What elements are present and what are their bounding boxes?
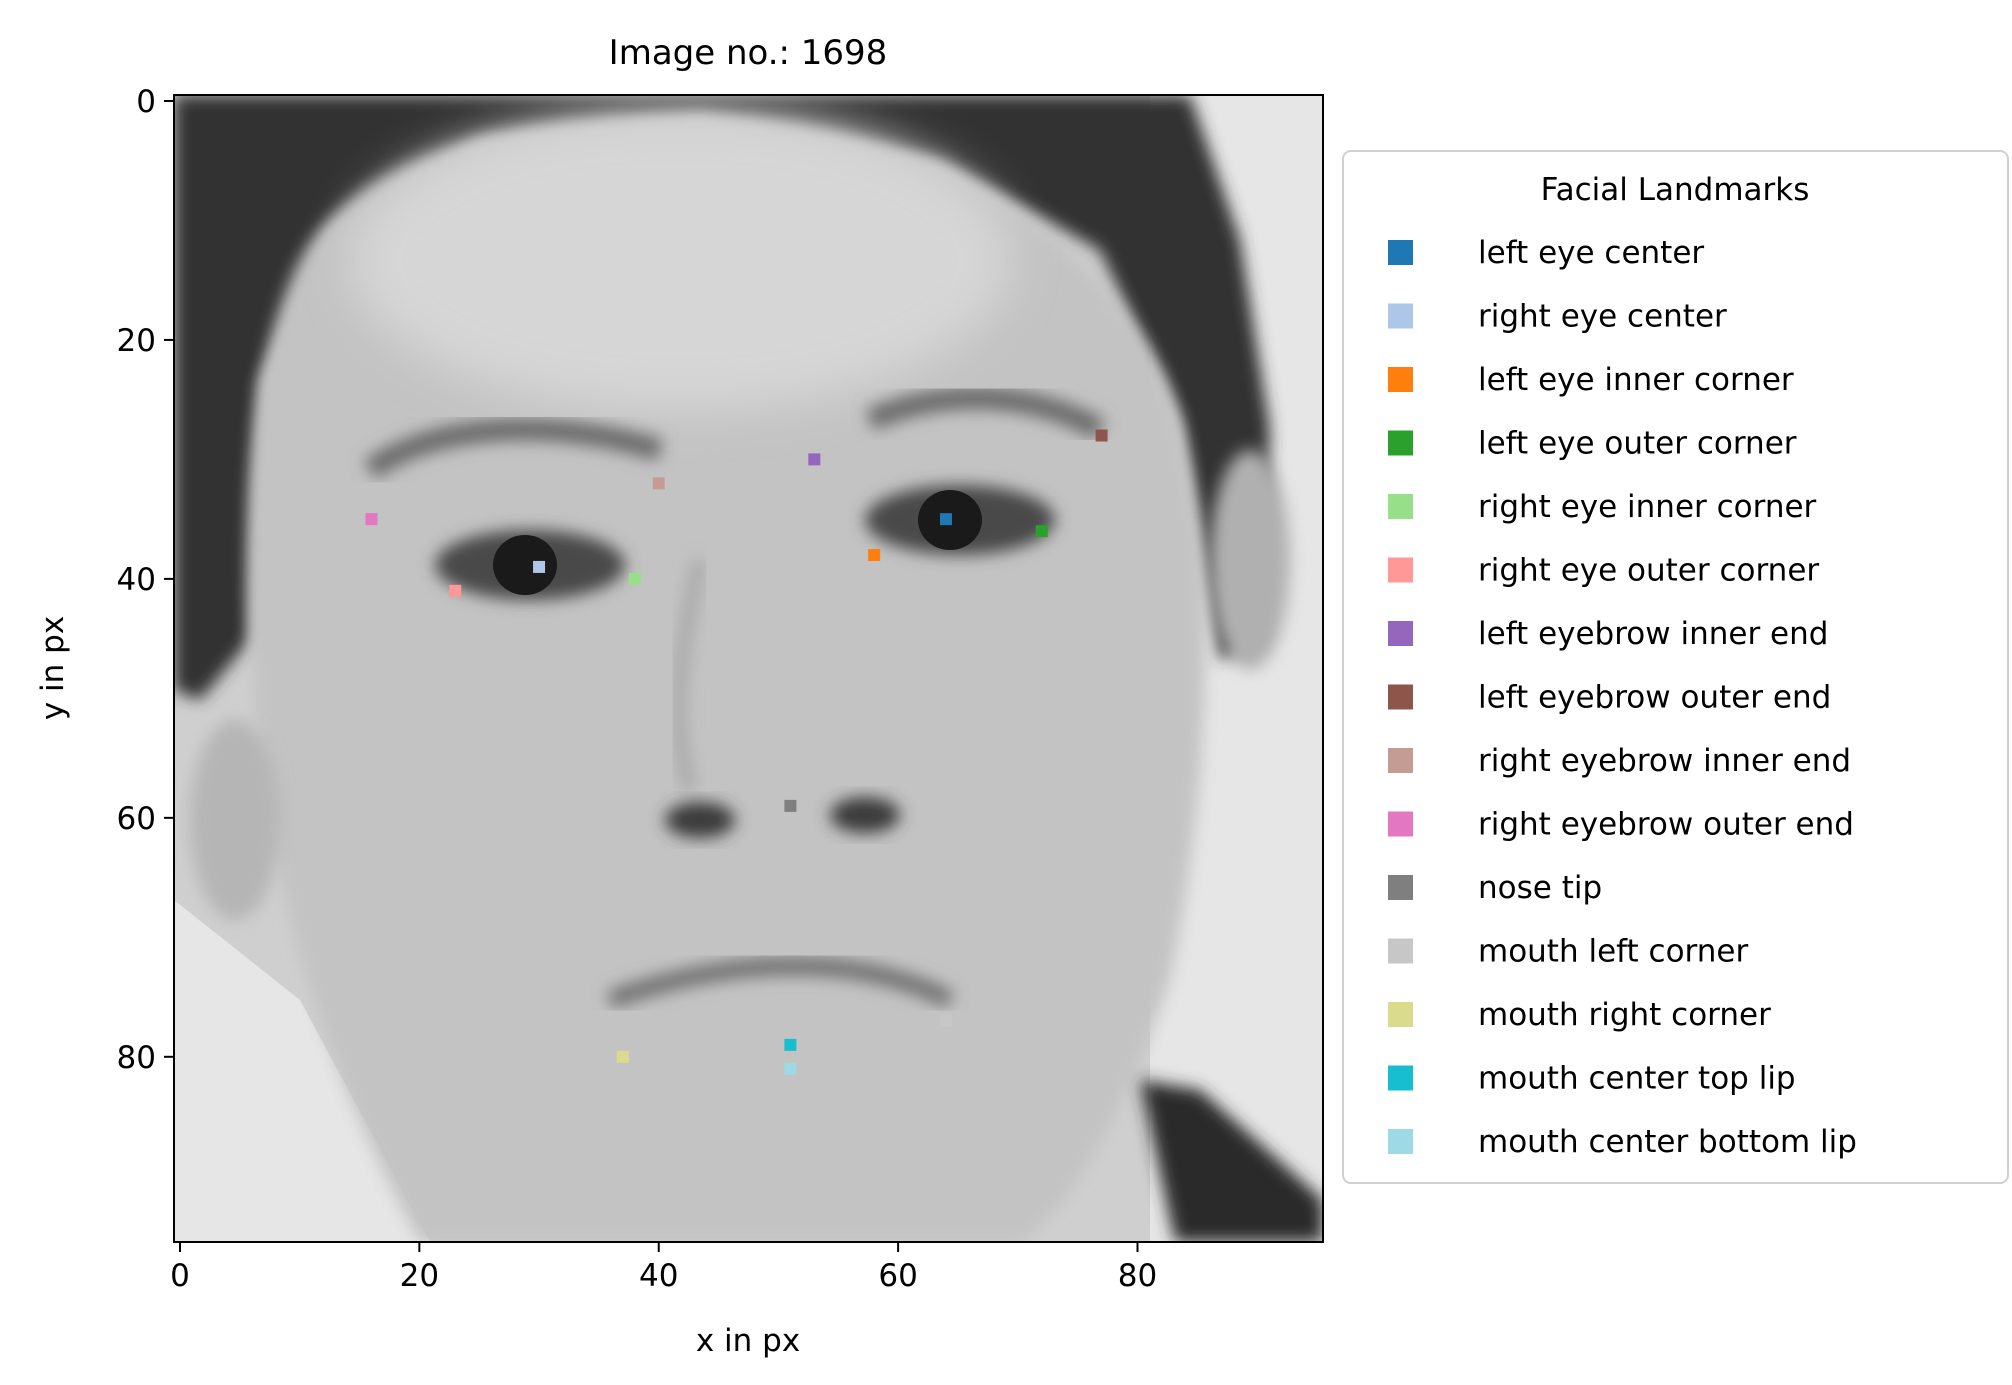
- legend-label: left eye inner corner: [1478, 362, 1794, 398]
- legend-label: mouth left corner: [1478, 934, 1748, 970]
- y-tick-label: 20: [117, 323, 156, 359]
- legend-swatch: [1388, 367, 1413, 392]
- legend-swatch: [1388, 621, 1413, 646]
- legend-swatch: [1388, 1129, 1413, 1154]
- legend-label: right eye center: [1478, 299, 1727, 335]
- landmark-marker: [1095, 429, 1108, 442]
- landmark-marker: [868, 548, 881, 561]
- legend-swatch: [1388, 494, 1413, 519]
- legend-label: right eyebrow outer end: [1478, 807, 1854, 843]
- landmark-marker: [533, 560, 546, 573]
- legend-label: left eyebrow inner end: [1478, 616, 1828, 652]
- legend-label: right eye outer corner: [1478, 553, 1819, 589]
- legend-swatch: [1388, 684, 1413, 710]
- face-image: [174, 95, 1323, 1242]
- legend-swatch: [1388, 811, 1413, 837]
- x-axis-label: x in px: [696, 1323, 800, 1359]
- legend-items: left eye center right eye center left eye …: [1388, 235, 1857, 1160]
- legend-label: right eye inner corner: [1478, 489, 1817, 525]
- legend-label: nose tip: [1478, 870, 1602, 906]
- y-tick-label: 60: [117, 801, 156, 837]
- landmark-marker: [939, 1014, 952, 1027]
- legend-swatch: [1388, 557, 1413, 583]
- landmark-marker: [628, 572, 641, 585]
- legend-label: left eyebrow outer end: [1478, 680, 1831, 716]
- landmark-marker: [652, 477, 665, 490]
- legend-label: left eye center: [1478, 235, 1704, 271]
- legend-swatch: [1388, 303, 1413, 329]
- landmark-marker: [939, 513, 952, 526]
- legend-swatch: [1388, 240, 1413, 265]
- legend-label: mouth right corner: [1478, 997, 1771, 1033]
- y-axis: 0 20 40 60 80: [117, 84, 174, 1076]
- x-tick-label: 80: [1118, 1258, 1157, 1294]
- x-tick-label: 40: [639, 1258, 678, 1294]
- y-tick-label: 0: [136, 84, 156, 120]
- legend-swatch: [1388, 938, 1413, 964]
- legend-label: mouth center bottom lip: [1478, 1124, 1857, 1160]
- y-tick-label: 80: [117, 1040, 156, 1076]
- landmark-marker: [616, 1050, 629, 1063]
- plot-area: [173, 94, 1324, 1243]
- legend-box: [1342, 150, 2009, 1184]
- legend-swatch: [1388, 1002, 1413, 1027]
- y-axis-label: y in px: [35, 616, 71, 720]
- landmark-marker: [784, 1062, 797, 1075]
- x-axis: 0 20 40 60 80: [170, 1242, 1157, 1294]
- landmark-marker: [365, 513, 378, 526]
- legend-swatch: [1388, 430, 1413, 456]
- legend-swatch: [1388, 875, 1413, 900]
- chart-title: Image no.: 1698: [609, 33, 888, 73]
- legend: Facial Landmarks left eye center right ey…: [1342, 150, 2009, 1184]
- plot-frame: [173, 94, 1324, 1243]
- legend-swatch: [1388, 1065, 1413, 1091]
- x-tick-label: 60: [878, 1258, 917, 1294]
- legend-swatch: [1388, 748, 1413, 773]
- legend-label: left eye outer corner: [1478, 426, 1797, 462]
- legend-title: Facial Landmarks: [1541, 172, 1810, 208]
- landmark-marker: [784, 799, 797, 812]
- legend-label: right eyebrow inner end: [1478, 743, 1851, 779]
- y-tick-label: 40: [117, 562, 156, 598]
- landmark-marker: [784, 1038, 797, 1051]
- landmark-marker: [808, 453, 821, 466]
- landmark-markers: [365, 429, 1108, 1075]
- landmark-marker: [1035, 525, 1048, 538]
- x-tick-label: 0: [170, 1258, 190, 1294]
- legend-label: mouth center top lip: [1478, 1061, 1796, 1097]
- landmark-marker: [449, 584, 462, 597]
- x-tick-label: 20: [400, 1258, 439, 1294]
